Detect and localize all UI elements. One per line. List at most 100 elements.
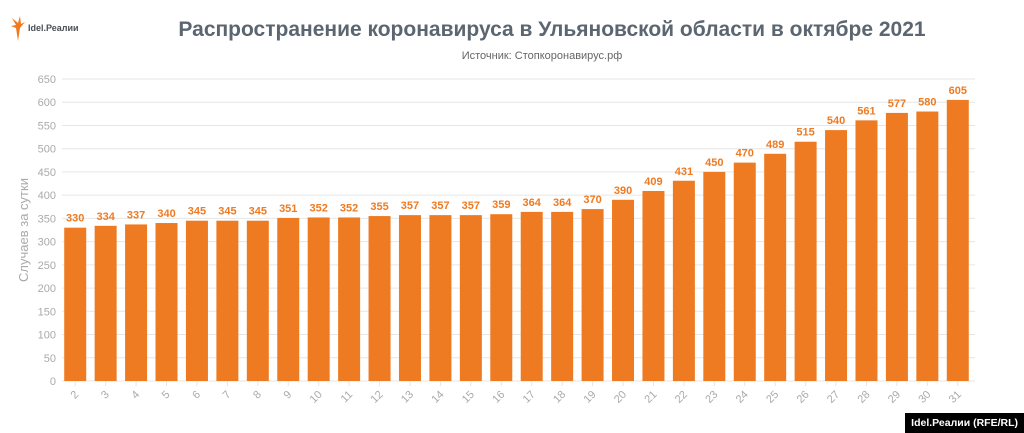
x-tick-label: 19 <box>582 389 599 406</box>
y-tick-label: 450 <box>38 167 56 179</box>
bar <box>246 220 269 381</box>
data-label: 345 <box>249 206 267 218</box>
data-label: 355 <box>370 201 388 213</box>
y-tick-label: 300 <box>38 237 56 249</box>
x-tick-label: 3 <box>99 389 112 402</box>
x-tick-label: 20 <box>612 389 629 406</box>
bar <box>155 223 178 381</box>
data-label: 605 <box>949 85 967 97</box>
bar <box>551 211 574 381</box>
x-tick-label: 11 <box>339 389 356 406</box>
data-label: 345 <box>188 206 206 218</box>
bar <box>216 220 239 381</box>
x-tick-label: 25 <box>764 389 781 406</box>
bar <box>520 211 543 381</box>
x-tick-label: 16 <box>490 389 507 406</box>
chart-subtitle: Источник: Стопкоронавирус.рф <box>461 50 623 62</box>
x-tick-label: 7 <box>221 389 234 402</box>
bar <box>459 215 482 381</box>
y-tick-label: 500 <box>38 144 56 156</box>
data-label: 364 <box>553 197 572 209</box>
bar <box>338 217 361 381</box>
bar <box>429 215 452 381</box>
bar <box>581 209 604 381</box>
x-tick-label: 27 <box>825 389 842 406</box>
y-tick-label: 550 <box>38 120 56 132</box>
data-label: 357 <box>462 200 480 212</box>
data-label: 370 <box>583 194 601 206</box>
data-label: 580 <box>918 97 936 109</box>
x-tick-label: 31 <box>947 389 964 406</box>
chart-title: Распространение коронавируса в Ульяновск… <box>178 18 926 41</box>
data-label: 515 <box>796 127 814 139</box>
data-label: 409 <box>644 176 662 188</box>
bar <box>885 112 908 381</box>
data-label: 450 <box>705 157 723 169</box>
x-tick-label: 30 <box>916 389 933 406</box>
x-tick-label: 23 <box>703 389 720 406</box>
y-tick-label: 200 <box>38 283 56 295</box>
bar <box>855 120 878 381</box>
credit-badge: Idel.Реалии (RFE/RL) <box>905 413 1024 433</box>
x-tick-label: 15 <box>460 389 477 406</box>
data-label: 351 <box>279 203 297 215</box>
x-tick-label: 17 <box>521 389 538 406</box>
x-tick-label: 14 <box>429 389 446 406</box>
x-tick-label: 2 <box>69 389 82 402</box>
bar <box>642 190 665 381</box>
logo: Idel.Реалии <box>10 14 79 42</box>
y-tick-label: 350 <box>38 213 56 225</box>
y-tick-label: 150 <box>38 306 56 318</box>
data-label: 352 <box>310 202 328 214</box>
data-label: 357 <box>431 200 449 212</box>
x-tick-label: 4 <box>129 389 142 402</box>
data-label: 540 <box>827 115 845 127</box>
data-label: 390 <box>614 185 632 197</box>
x-tick-label: 28 <box>855 389 872 406</box>
data-label: 337 <box>127 209 145 221</box>
bar <box>672 180 695 381</box>
x-tick-label: 13 <box>399 389 416 406</box>
data-label: 470 <box>736 148 754 160</box>
bar <box>307 217 330 381</box>
data-label: 340 <box>157 208 175 220</box>
bar <box>94 225 117 381</box>
data-label: 561 <box>857 105 875 117</box>
y-tick-label: 0 <box>50 376 56 388</box>
bar <box>612 199 635 381</box>
bar <box>398 215 421 381</box>
data-label: 334 <box>96 211 115 223</box>
x-tick-label: 5 <box>160 389 173 402</box>
y-axis-label: Случаев за сутки <box>16 178 31 282</box>
bar <box>64 227 87 381</box>
x-tick-label: 8 <box>251 389 264 402</box>
data-label: 364 <box>523 197 542 209</box>
x-tick-label: 22 <box>673 389 690 406</box>
data-label: 489 <box>766 139 784 151</box>
logo-icon <box>11 16 25 41</box>
x-tick-label: 12 <box>369 389 386 406</box>
bar <box>185 220 208 381</box>
bar <box>916 111 939 382</box>
data-label: 431 <box>675 166 693 178</box>
data-label: 357 <box>401 200 419 212</box>
data-label: 359 <box>492 199 510 211</box>
y-tick-label: 650 <box>38 74 56 86</box>
logo-text: Idel.Реалии <box>28 23 79 33</box>
x-tick-label: 26 <box>795 389 812 406</box>
y-tick-label: 400 <box>38 190 56 202</box>
bar <box>277 217 300 381</box>
bar <box>946 99 969 382</box>
x-tick-label: 21 <box>642 389 659 406</box>
y-tick-label: 250 <box>38 260 56 272</box>
x-tick-label: 18 <box>551 389 568 406</box>
bar <box>794 141 817 381</box>
bar <box>490 214 513 381</box>
x-tick-label: 10 <box>308 389 325 406</box>
bar <box>825 130 848 381</box>
x-tick-label: 9 <box>282 389 295 402</box>
bar <box>368 216 391 381</box>
y-tick-label: 100 <box>38 330 56 342</box>
bar <box>703 171 726 381</box>
